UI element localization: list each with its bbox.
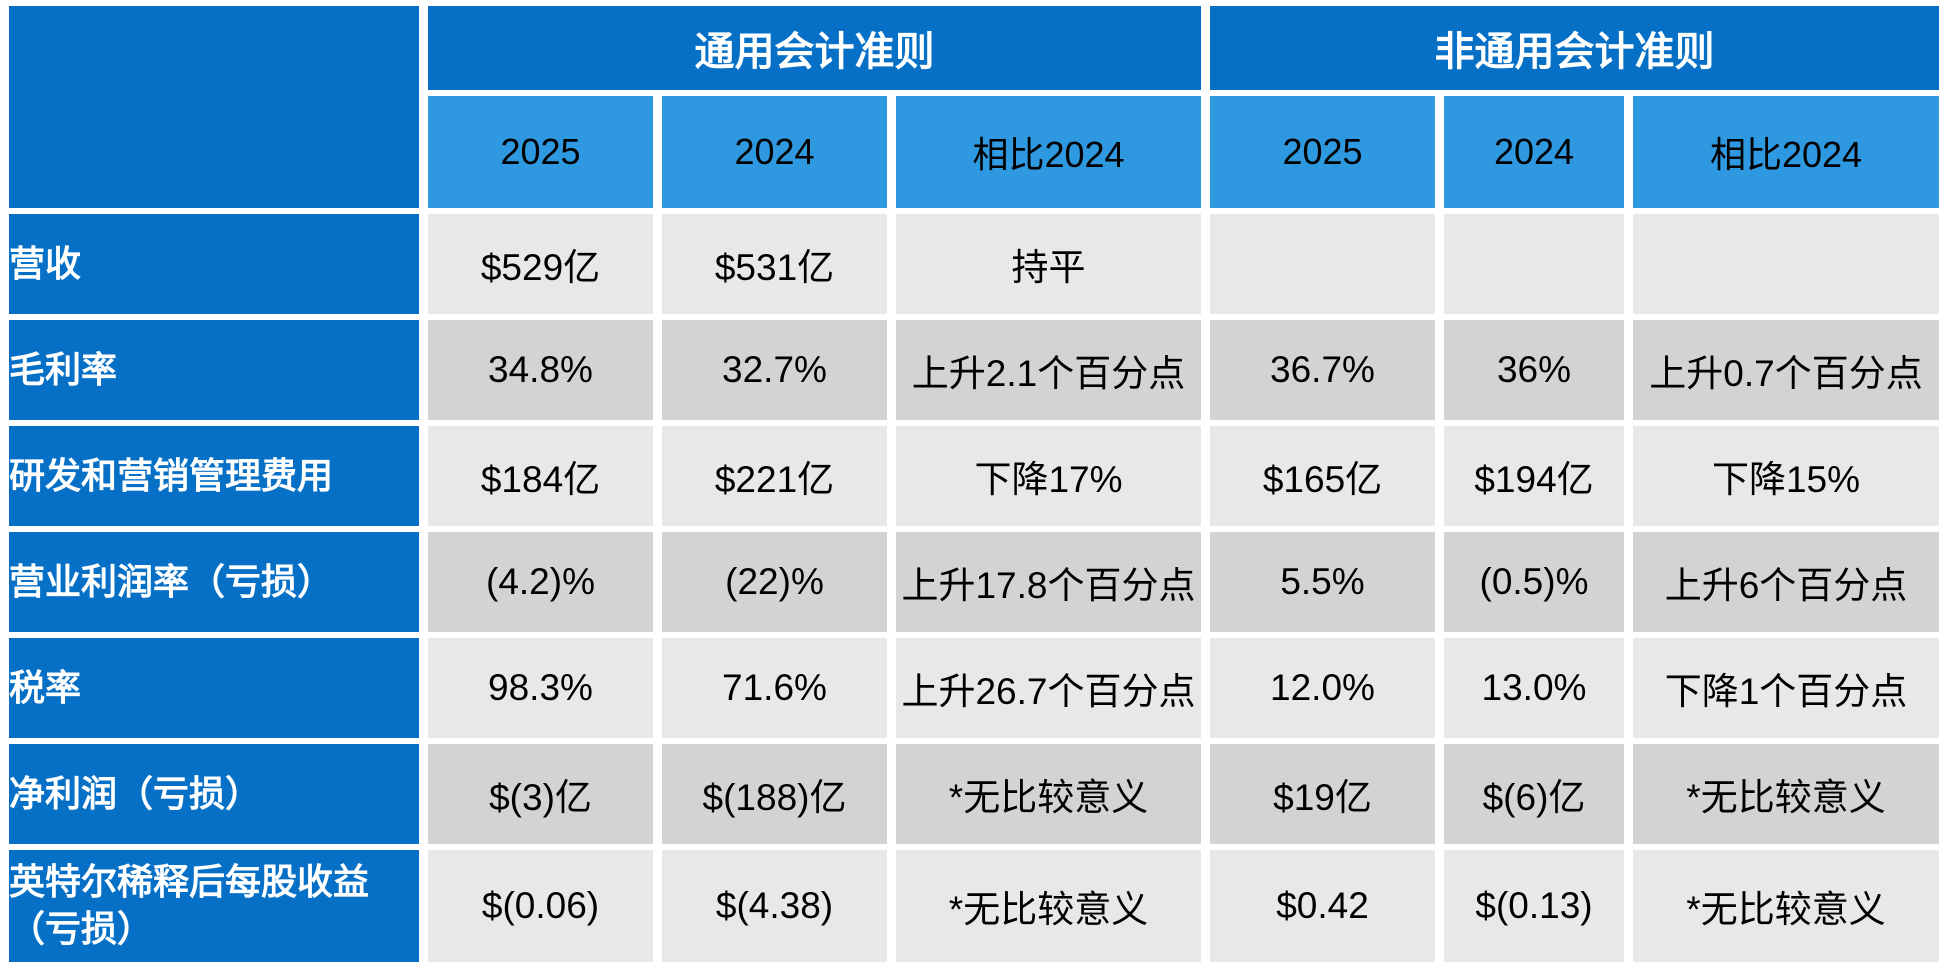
data-cell: *无比较意义 xyxy=(1633,744,1940,844)
data-cell: $(188)亿 xyxy=(662,744,887,844)
table-row: 税率 98.3% 71.6% 上升26.7个百分点 12.0% 13.0% 下降1个百分点 xyxy=(9,638,1940,738)
data-cell: $(6)亿 xyxy=(1444,744,1624,844)
data-cell: (0.5)% xyxy=(1444,532,1624,632)
table-row: 英特尔稀释后每股收益（亏损） $(0.06) $(4.38) *无比较意义 $0.42 $… xyxy=(9,850,1940,962)
data-cell: (4.2)% xyxy=(428,532,653,632)
column-header: 相比2024 xyxy=(1633,96,1940,208)
data-cell: $184亿 xyxy=(428,426,653,526)
data-cell: $19亿 xyxy=(1210,744,1435,844)
data-cell: 下降1个百分点 xyxy=(1633,638,1940,738)
data-cell: 上升26.7个百分点 xyxy=(896,638,1201,738)
column-header: 2025 xyxy=(1210,96,1435,208)
data-cell: 71.6% xyxy=(662,638,887,738)
data-cell: *无比较意义 xyxy=(896,744,1201,844)
data-cell: 12.0% xyxy=(1210,638,1435,738)
data-cell: $529亿 xyxy=(428,214,653,314)
data-cell: $(4.38) xyxy=(662,850,887,962)
data-cell: 98.3% xyxy=(428,638,653,738)
row-label-cell: 英特尔稀释后每股收益（亏损） xyxy=(9,850,419,962)
data-cell: 上升6个百分点 xyxy=(1633,532,1940,632)
row-label-cell: 毛利率 xyxy=(9,320,419,420)
group-header-gaap: 通用会计准则 xyxy=(428,6,1201,90)
data-cell: 上升0.7个百分点 xyxy=(1633,320,1940,420)
column-header: 2024 xyxy=(662,96,887,208)
column-header: 2025 xyxy=(428,96,653,208)
row-label-cell: 营收 xyxy=(9,214,419,314)
table-row: 毛利率 34.8% 32.7% 上升2.1个百分点 36.7% 36% 上升0.7个百分点 xyxy=(9,320,1940,420)
data-cell: $(0.13) xyxy=(1444,850,1624,962)
table-row: 净利润（亏损） $(3)亿 $(188)亿 *无比较意义 $19亿 $(6)亿 *无比较意义 xyxy=(9,744,1940,844)
column-header: 2024 xyxy=(1444,96,1624,208)
data-cell: 36% xyxy=(1444,320,1624,420)
row-label-cell: 税率 xyxy=(9,638,419,738)
corner-cell xyxy=(9,6,419,208)
data-cell: $221亿 xyxy=(662,426,887,526)
data-cell: 32.7% xyxy=(662,320,887,420)
table-row: 营收 $529亿 $531亿 持平 xyxy=(9,214,1940,314)
data-cell: 持平 xyxy=(896,214,1201,314)
data-cell: 13.0% xyxy=(1444,638,1624,738)
data-cell xyxy=(1444,214,1624,314)
data-cell xyxy=(1210,214,1435,314)
data-cell: 上升2.1个百分点 xyxy=(896,320,1201,420)
data-cell: 36.7% xyxy=(1210,320,1435,420)
group-header-row: 通用会计准则 非通用会计准则 xyxy=(9,6,1940,208)
row-label-cell: 研发和营销管理费用 xyxy=(9,426,419,526)
data-cell: $(3)亿 xyxy=(428,744,653,844)
table-row: 营业利润率（亏损） (4.2)% (22)% 上升17.8个百分点 5.5% (0.5)%… xyxy=(9,532,1940,632)
data-cell: *无比较意义 xyxy=(1633,850,1940,962)
data-cell: (22)% xyxy=(662,532,887,632)
data-cell: 上升17.8个百分点 xyxy=(896,532,1201,632)
data-cell: $(0.06) xyxy=(428,850,653,962)
column-header-row: 2025 2024 相比2024 2025 2024 相比2024 xyxy=(9,96,1940,208)
data-cell: $0.42 xyxy=(1210,850,1435,962)
data-cell: *无比较意义 xyxy=(896,850,1201,962)
data-cell xyxy=(1633,214,1940,314)
data-cell: 下降15% xyxy=(1633,426,1940,526)
row-label-cell: 净利润（亏损） xyxy=(9,744,419,844)
data-cell: 下降17% xyxy=(896,426,1201,526)
data-cell: 34.8% xyxy=(428,320,653,420)
data-cell: 5.5% xyxy=(1210,532,1435,632)
data-cell: $165亿 xyxy=(1210,426,1435,526)
column-header: 相比2024 xyxy=(896,96,1201,208)
group-header-non-gaap: 非通用会计准则 xyxy=(1210,6,1940,90)
row-label-cell: 营业利润率（亏损） xyxy=(9,532,419,632)
data-cell: $531亿 xyxy=(662,214,887,314)
table-row: 研发和营销管理费用 $184亿 $221亿 下降17% $165亿 $194亿 下降15% xyxy=(9,426,1940,526)
data-cell: $194亿 xyxy=(1444,426,1624,526)
